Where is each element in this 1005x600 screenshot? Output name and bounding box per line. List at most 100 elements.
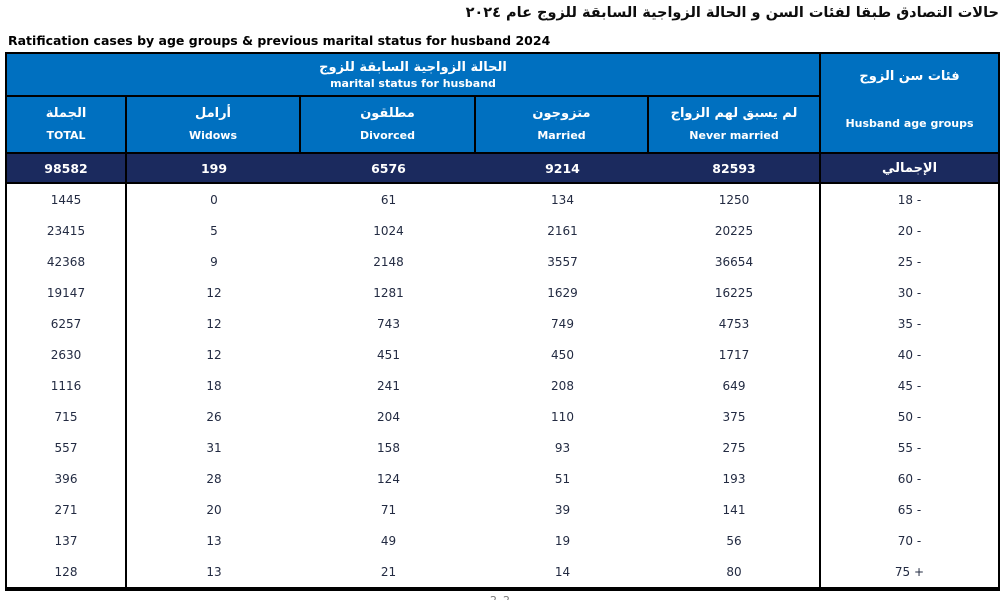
header-never-married-arabic: لم يسبق لهم الزواج [670, 106, 798, 121]
data-cell-widows: 31 [127, 432, 301, 463]
column-header-age-groups: فئات سن الزوج Husband age groups [821, 54, 998, 154]
header-divorced-english: Divorced [360, 129, 415, 142]
total-row-cell-married: 9214 [476, 154, 649, 184]
column-header-never-married: لم يسبق لهم الزواج Never married [649, 97, 821, 154]
page-title-arabic: حالات التصادق طبقا لفئات السن و الحالة ا… [465, 5, 999, 21]
data-cell-married: 1629 [476, 277, 649, 308]
group-header-marital-status: الحالة الزواجية السابقة للزوج marital st… [7, 54, 821, 97]
data-cell-widows: 9 [127, 246, 301, 277]
data-cell-married: 450 [476, 339, 649, 370]
column-header-total: الجملة TOTAL [7, 97, 127, 154]
data-cell-married: 134 [476, 184, 649, 215]
header-widows-english: Widows [188, 129, 238, 142]
group-header-arabic: الحالة الزواجية السابقة للزوج [319, 60, 507, 75]
total-row-cell-never-married: 82593 [649, 154, 821, 184]
data-cell-total: 19147 [7, 277, 127, 308]
age-group-cell: 50 - [821, 401, 998, 432]
age-group-cell: 65 - [821, 494, 998, 525]
data-cell-total: 557 [7, 432, 127, 463]
age-group-cell: 55 - [821, 432, 998, 463]
total-row-cell-widows: 199 [127, 154, 301, 184]
data-cell-widows: 20 [127, 494, 301, 525]
data-cell-widows: 26 [127, 401, 301, 432]
age-group-cell: 70 - [821, 525, 998, 556]
data-cell-total: 2630 [7, 339, 127, 370]
data-cell-never-married: 36654 [649, 246, 821, 277]
data-cell-never-married: 375 [649, 401, 821, 432]
age-group-cell: 18 - [821, 184, 998, 215]
age-group-cell: 20 - [821, 215, 998, 246]
data-cell-never-married: 1250 [649, 184, 821, 215]
total-row-cell-total: 98582 [7, 154, 127, 184]
data-cell-divorced: 1024 [301, 215, 476, 246]
data-cell-never-married: 649 [649, 370, 821, 401]
total-row-label: الإجمالي [821, 154, 998, 184]
data-cell-married: 110 [476, 401, 649, 432]
data-cell-divorced: 204 [301, 401, 476, 432]
ratification-table: الحالة الزواجية السابقة للزوج marital st… [5, 52, 1000, 591]
data-cell-total: 1445 [7, 184, 127, 215]
data-cell-widows: 5 [127, 215, 301, 246]
data-cell-married: 19 [476, 525, 649, 556]
data-cell-divorced: 451 [301, 339, 476, 370]
data-cell-married: 39 [476, 494, 649, 525]
data-cell-widows: 13 [127, 525, 301, 556]
data-cell-divorced: 61 [301, 184, 476, 215]
data-cell-married: 51 [476, 463, 649, 494]
data-cell-widows: 28 [127, 463, 301, 494]
data-cell-divorced: 1281 [301, 277, 476, 308]
data-cell-total: 271 [7, 494, 127, 525]
age-group-cell: 30 - [821, 277, 998, 308]
data-cell-divorced: 21 [301, 556, 476, 587]
header-widows-arabic: أرامل [194, 106, 232, 121]
data-cell-married: 3557 [476, 246, 649, 277]
data-cell-never-married: 56 [649, 525, 821, 556]
header-divorced-arabic: مطلقون [360, 106, 415, 121]
header-never-married-english: Never married [689, 129, 779, 142]
page-number-fragment: 22 [478, 594, 528, 600]
column-header-married: متزوجون Married [476, 97, 649, 154]
data-cell-never-married: 80 [649, 556, 821, 587]
data-cell-total: 42368 [7, 246, 127, 277]
column-header-widows: أرامل Widows [127, 97, 301, 154]
age-header-english: Husband age groups [845, 117, 974, 130]
header-married-arabic: متزوجون [532, 106, 591, 121]
data-cell-total: 137 [7, 525, 127, 556]
data-cell-total: 6257 [7, 308, 127, 339]
data-cell-total: 23415 [7, 215, 127, 246]
header-married-english: Married [537, 129, 586, 142]
age-group-cell: 60 - [821, 463, 998, 494]
data-cell-widows: 0 [127, 184, 301, 215]
data-cell-never-married: 20225 [649, 215, 821, 246]
data-cell-divorced: 158 [301, 432, 476, 463]
data-cell-total: 715 [7, 401, 127, 432]
data-cell-married: 14 [476, 556, 649, 587]
data-cell-never-married: 193 [649, 463, 821, 494]
data-cell-divorced: 2148 [301, 246, 476, 277]
header-total-arabic: الجملة [45, 106, 87, 121]
data-cell-never-married: 141 [649, 494, 821, 525]
total-row-cell-divorced: 6576 [301, 154, 476, 184]
column-header-divorced: مطلقون Divorced [301, 97, 476, 154]
age-group-cell: 40 - [821, 339, 998, 370]
data-cell-total: 396 [7, 463, 127, 494]
age-group-cell: 25 - [821, 246, 998, 277]
group-header-english: marital status for husband [330, 77, 496, 90]
data-cell-widows: 12 [127, 308, 301, 339]
data-cell-never-married: 16225 [649, 277, 821, 308]
data-cell-never-married: 1717 [649, 339, 821, 370]
age-header-arabic: فئات سن الزوج [859, 69, 960, 84]
age-group-cell: 35 - [821, 308, 998, 339]
data-cell-widows: 12 [127, 339, 301, 370]
data-cell-divorced: 743 [301, 308, 476, 339]
data-cell-divorced: 49 [301, 525, 476, 556]
data-cell-never-married: 4753 [649, 308, 821, 339]
data-cell-married: 2161 [476, 215, 649, 246]
data-cell-widows: 18 [127, 370, 301, 401]
data-cell-married: 208 [476, 370, 649, 401]
data-cell-divorced: 124 [301, 463, 476, 494]
data-cell-total: 128 [7, 556, 127, 587]
age-group-cell: 75 + [821, 556, 998, 587]
data-cell-never-married: 275 [649, 432, 821, 463]
